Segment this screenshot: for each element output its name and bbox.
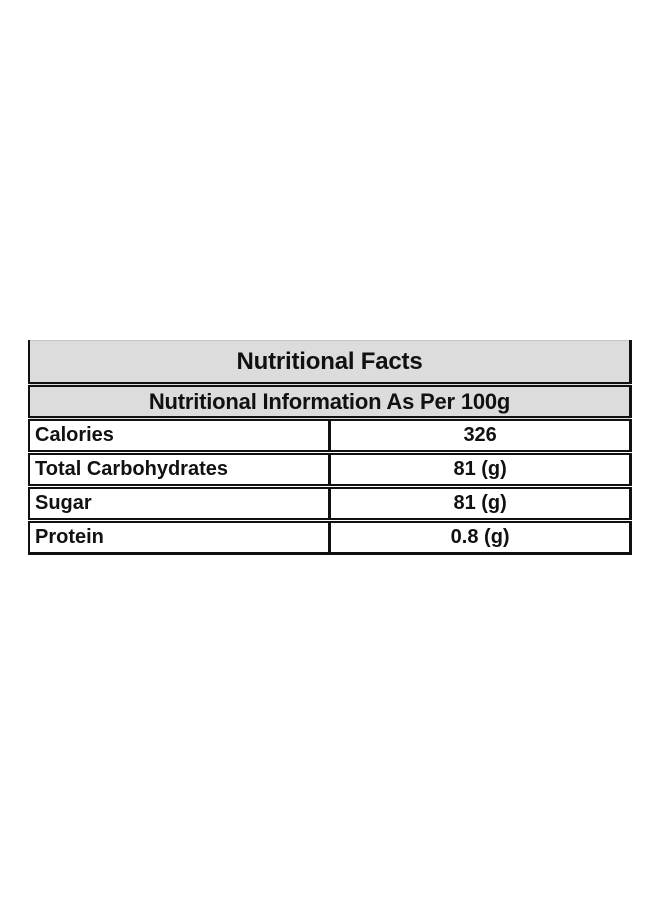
row-value: 326 xyxy=(328,418,632,455)
nutrition-table: Nutritional Facts Nutritional Informatio… xyxy=(28,340,632,555)
row-label: Total Carbohydrates xyxy=(28,452,330,489)
row-label: Sugar xyxy=(28,486,330,523)
table-title-row: Nutritional Facts xyxy=(28,340,632,387)
table-subtitle-row: Nutritional Information As Per 100g xyxy=(28,384,632,421)
row-label: Calories xyxy=(28,418,330,455)
row-value: 81 (g) xyxy=(328,452,632,489)
table-row-total-carbohydrates: Total Carbohydrates 81 (g) xyxy=(28,452,632,489)
row-value: 0.8 (g) xyxy=(328,520,632,555)
nutrition-facts-table: Nutritional Facts Nutritional Informatio… xyxy=(28,340,632,555)
table-subtitle: Nutritional Information As Per 100g xyxy=(28,384,632,421)
row-value: 81 (g) xyxy=(328,486,632,523)
table-title: Nutritional Facts xyxy=(28,340,632,387)
table-row-calories: Calories 326 xyxy=(28,418,632,455)
table-row-protein: Protein 0.8 (g) xyxy=(28,520,632,555)
table-row-sugar: Sugar 81 (g) xyxy=(28,486,632,523)
row-label: Protein xyxy=(28,520,330,555)
